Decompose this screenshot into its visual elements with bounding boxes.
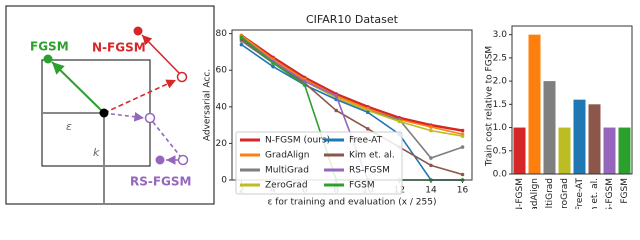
y-axis-label: Train cost relative to FGSM bbox=[485, 46, 495, 167]
point bbox=[429, 128, 433, 133]
bar bbox=[528, 34, 541, 175]
bar bbox=[618, 127, 631, 174]
legend-label: ZeroGrad bbox=[265, 181, 308, 191]
series-line bbox=[240, 34, 463, 136]
x-tick-label: N-FGSM bbox=[515, 178, 525, 209]
label: FGSM bbox=[30, 40, 69, 54]
x-tick-label: GradAlign bbox=[530, 178, 540, 209]
point bbox=[239, 35, 244, 40]
legend-label: MultiGrad bbox=[265, 166, 309, 176]
series-line bbox=[240, 36, 463, 137]
bar bbox=[603, 127, 616, 174]
point bbox=[334, 94, 339, 98]
bar bbox=[543, 81, 556, 174]
point bbox=[460, 172, 465, 177]
point bbox=[429, 163, 433, 168]
point bbox=[271, 64, 275, 69]
label: RS-FGSM bbox=[130, 175, 192, 189]
bar bbox=[573, 99, 586, 174]
bar bbox=[513, 127, 526, 174]
y-tick-label: 0.0 bbox=[493, 170, 508, 180]
chart-title: CIFAR10 Dataset bbox=[306, 13, 399, 26]
legend-label: N-FGSM (ours) bbox=[265, 136, 330, 146]
x-tick-label: Free-AT bbox=[575, 178, 585, 209]
label: ε bbox=[66, 120, 72, 133]
x-axis-label: ε for training and evaluation (x / 255) bbox=[268, 198, 437, 208]
point bbox=[460, 145, 465, 149]
bar bbox=[558, 127, 571, 174]
x-tick-label: 16 bbox=[457, 186, 469, 196]
legend-label: FGSM bbox=[349, 181, 375, 191]
y-tick-label: 3.0 bbox=[493, 30, 508, 40]
point bbox=[271, 61, 275, 65]
x-tick-label: ZeroGrad bbox=[560, 178, 570, 209]
point bbox=[302, 83, 307, 87]
point bbox=[365, 110, 370, 115]
y-axis-label: Adversarial Acc. bbox=[203, 69, 213, 141]
point bbox=[429, 156, 433, 160]
legend-label: Free-AT bbox=[349, 136, 383, 146]
figure: FGSM N-FGSM ε k RS-FGSM CIFAR10 Dataset A… bbox=[5, 5, 633, 209]
plot-frame bbox=[511, 25, 633, 175]
y-tick-label: 60 bbox=[216, 66, 228, 76]
bar bbox=[588, 104, 601, 174]
legend-label: GradAlign bbox=[265, 151, 309, 161]
x-tick-label: 14 bbox=[425, 186, 437, 196]
point bbox=[460, 134, 465, 138]
legend-label: RS-FGSM bbox=[349, 166, 390, 176]
point bbox=[365, 126, 370, 131]
x-tick-label: RS-FGSM bbox=[605, 178, 615, 209]
legend-box bbox=[235, 131, 403, 195]
point bbox=[334, 108, 339, 113]
label: N-FGSM bbox=[92, 41, 146, 55]
y-tick-label: 2.5 bbox=[493, 53, 507, 63]
diagram: FGSM N-FGSM ε k RS-FGSM bbox=[5, 5, 215, 205]
x-tick-label: Kim et. al. bbox=[590, 178, 600, 209]
legend-label: Kim et. al. bbox=[349, 151, 395, 161]
y-tick-label: 0 bbox=[221, 176, 227, 186]
y-tick-label: 1.5 bbox=[493, 100, 507, 110]
point bbox=[397, 119, 402, 124]
y-tick-label: 0.5 bbox=[493, 146, 507, 156]
point bbox=[302, 79, 307, 84]
y-tick-label: 2.0 bbox=[493, 77, 508, 87]
y-tick-label: 80 bbox=[216, 29, 228, 39]
x-tick-label: MultiGrad bbox=[545, 178, 555, 209]
y-tick-label: 20 bbox=[216, 139, 228, 149]
x-tick-label: FGSM bbox=[620, 178, 630, 204]
point bbox=[460, 128, 465, 133]
label: k bbox=[93, 146, 100, 159]
series-line bbox=[240, 34, 463, 132]
point bbox=[239, 42, 244, 47]
series-line bbox=[241, 43, 463, 181]
point bbox=[429, 125, 433, 129]
y-tick-label: 1.0 bbox=[493, 123, 508, 133]
y-tick-label: 40 bbox=[216, 102, 228, 112]
